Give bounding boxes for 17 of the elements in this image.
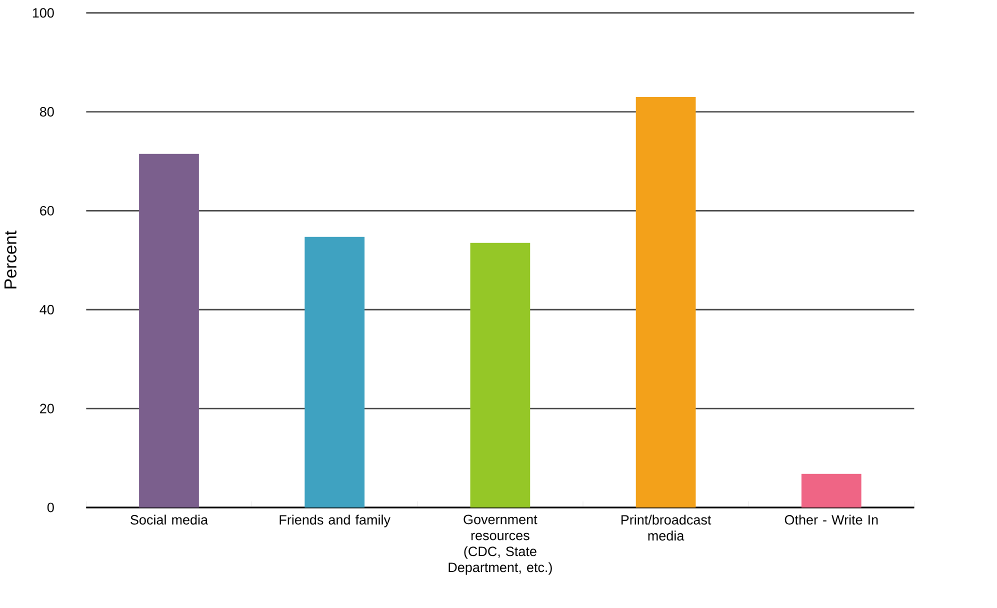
y-axis-title: Percent [4,230,17,288]
x-tick-label: Friends and family [280,514,390,528]
y-tick-label: 0 [47,502,54,512]
y-tick-label: 40 [40,304,54,314]
bar [304,237,365,508]
bar [139,154,199,508]
bar [470,242,530,508]
x-tick-label: Government resources (CDC, State Department, etc.) [448,514,552,575]
bar [801,474,862,508]
x-tick-label: Print/broadcast media [621,514,712,541]
x-tick-label: Social media [130,514,208,525]
x-tick-label: Other - Write In [784,514,878,525]
bar [636,97,696,508]
y-tick-label: 100 [32,8,54,18]
y-tick-label: 80 [40,107,54,117]
y-tick-label: 60 [40,206,54,216]
y-tick-label: 20 [40,404,54,414]
